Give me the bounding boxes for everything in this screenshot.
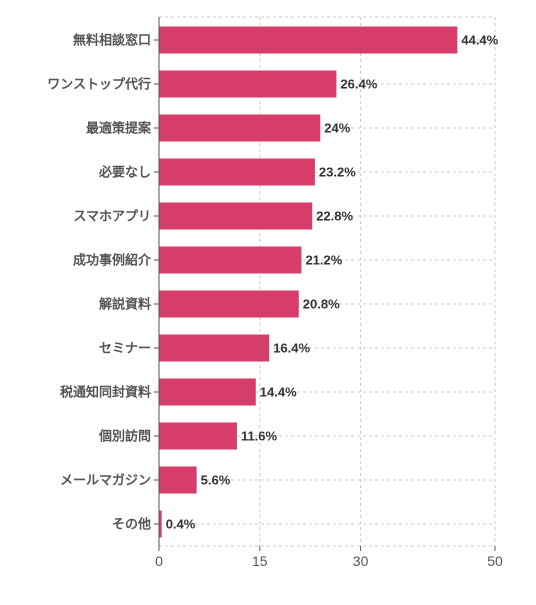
value-label: 21.2% bbox=[305, 253, 342, 268]
x-axis-ticks: 0 15 30 50 bbox=[155, 546, 503, 569]
value-label: 23.2% bbox=[319, 165, 356, 180]
x-tick-label: 0 bbox=[155, 553, 163, 569]
value-label: 11.6% bbox=[241, 429, 278, 444]
bar bbox=[159, 202, 313, 230]
value-label: 16.4% bbox=[273, 341, 310, 356]
category-label: 無料相談窓口 bbox=[73, 33, 151, 48]
bar bbox=[159, 422, 237, 450]
value-label: 14.4% bbox=[260, 385, 297, 400]
value-label: 24% bbox=[324, 121, 350, 136]
bar bbox=[159, 510, 162, 538]
category-label: 必要なし bbox=[98, 165, 151, 180]
value-label: 22.8% bbox=[316, 209, 353, 224]
bar bbox=[159, 70, 337, 98]
value-label: 44.4% bbox=[461, 33, 498, 48]
bar bbox=[159, 334, 270, 362]
value-label: 20.8% bbox=[303, 297, 340, 312]
category-label: ワンストップ代行 bbox=[47, 77, 151, 92]
category-label: 解説資料 bbox=[98, 297, 151, 312]
bar bbox=[159, 466, 197, 494]
value-label: 26.4% bbox=[340, 77, 377, 92]
x-tick-label: 50 bbox=[487, 553, 503, 569]
category-labels: 無料相談窓口ワンストップ代行最適策提案必要なしスマホアプリ成功事例紹介解説資料セ… bbox=[47, 33, 159, 532]
category-label: 税通知同封資料 bbox=[60, 385, 151, 400]
category-label: 成功事例紹介 bbox=[73, 253, 152, 268]
category-label: 最適策提案 bbox=[86, 121, 152, 136]
bar bbox=[159, 378, 256, 406]
bar bbox=[159, 114, 321, 142]
category-label: スマホアプリ bbox=[73, 209, 151, 224]
category-label: セミナー bbox=[99, 341, 151, 356]
bar bbox=[159, 158, 315, 186]
bar bbox=[159, 26, 458, 54]
bar bbox=[159, 290, 299, 318]
bars bbox=[159, 26, 458, 538]
category-label: その他 bbox=[112, 517, 151, 532]
value-label: 5.6% bbox=[201, 473, 231, 488]
category-label: メールマガジン bbox=[60, 473, 151, 488]
x-tick-label: 30 bbox=[353, 553, 369, 569]
value-labels: 44.4% 26.4% 24% 23.2% 22.8% 21.2% 20.8% 16.4% 14… bbox=[166, 33, 499, 532]
category-label: 個別訪問 bbox=[98, 429, 151, 444]
x-tick-label: 15 bbox=[252, 553, 268, 569]
value-label: 0.4% bbox=[166, 517, 196, 532]
bar bbox=[159, 246, 302, 274]
